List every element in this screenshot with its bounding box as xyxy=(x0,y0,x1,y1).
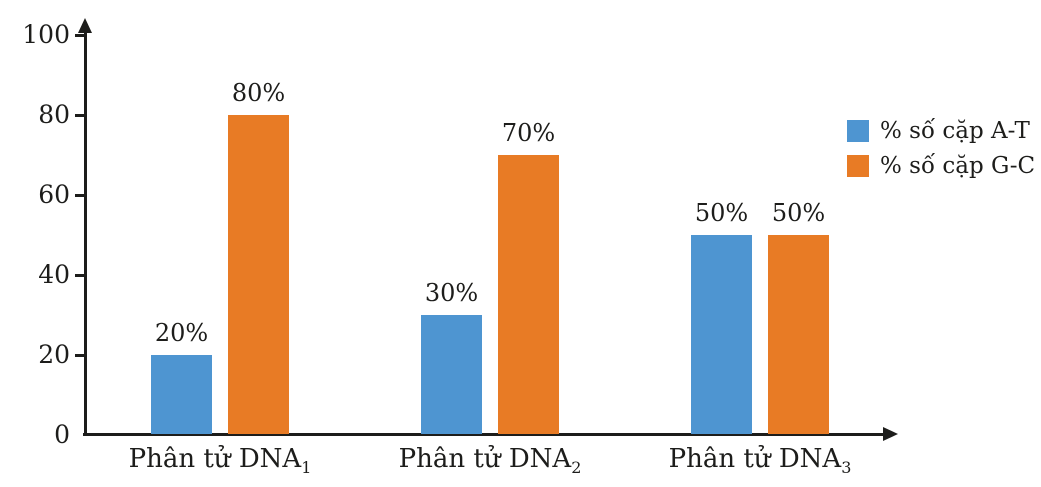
y-tick-label: 20 xyxy=(38,340,70,369)
y-tick-label: 100 xyxy=(22,20,70,49)
y-tick-label: 60 xyxy=(38,180,70,209)
bar-at-group3 xyxy=(691,235,752,434)
y-tick-mark xyxy=(75,113,85,117)
value-label: 20% xyxy=(154,319,209,347)
y-tick-mark xyxy=(75,33,85,37)
bar-gc-group2 xyxy=(498,155,559,434)
bar-at-group2 xyxy=(421,315,482,434)
legend-entry-gc: % số cặp G-C xyxy=(847,154,1035,178)
x-axis xyxy=(83,433,885,436)
y-tick-label: 0 xyxy=(54,420,70,449)
y-tick-label: 80 xyxy=(38,100,70,129)
bar-gc-group3 xyxy=(768,235,829,434)
legend: % số cặp A-T % số cặp G-C xyxy=(847,119,1035,189)
bar-at-group1 xyxy=(151,355,212,434)
y-tick-label: 40 xyxy=(38,260,70,289)
legend-swatch-at xyxy=(847,120,869,142)
legend-label-gc: % số cặp G-C xyxy=(880,153,1036,179)
x-category-label: Phân tử DNA3 xyxy=(668,444,852,477)
y-tick-mark xyxy=(75,193,85,197)
legend-label-at: % số cặp A-T xyxy=(880,118,1030,144)
y-axis-arrow-icon xyxy=(78,18,92,33)
x-axis-arrow-icon xyxy=(883,427,898,441)
bar-gc-group1 xyxy=(228,115,289,434)
legend-swatch-gc xyxy=(847,155,869,177)
x-category-label: Phân tử DNA2 xyxy=(398,444,582,477)
value-label: 50% xyxy=(771,199,826,227)
y-tick-mark xyxy=(75,353,85,357)
value-label: 80% xyxy=(231,79,286,107)
y-tick-mark xyxy=(75,273,85,277)
legend-entry-at: % số cặp A-T xyxy=(847,119,1035,143)
value-label: 70% xyxy=(501,119,556,147)
value-label: 30% xyxy=(424,279,479,307)
x-category-label: Phân tử DNA1 xyxy=(128,444,312,477)
value-label: 50% xyxy=(694,199,749,227)
y-axis xyxy=(84,30,87,436)
